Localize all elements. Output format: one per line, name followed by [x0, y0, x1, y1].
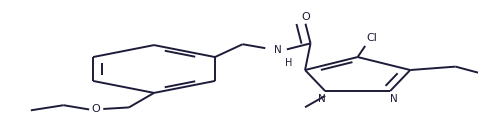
- Text: H: H: [285, 58, 293, 68]
- Text: N: N: [390, 94, 398, 104]
- Text: O: O: [92, 104, 101, 115]
- Text: Cl: Cl: [366, 33, 377, 43]
- Text: O: O: [301, 12, 310, 22]
- Text: N: N: [318, 94, 326, 104]
- Text: N: N: [274, 45, 282, 55]
